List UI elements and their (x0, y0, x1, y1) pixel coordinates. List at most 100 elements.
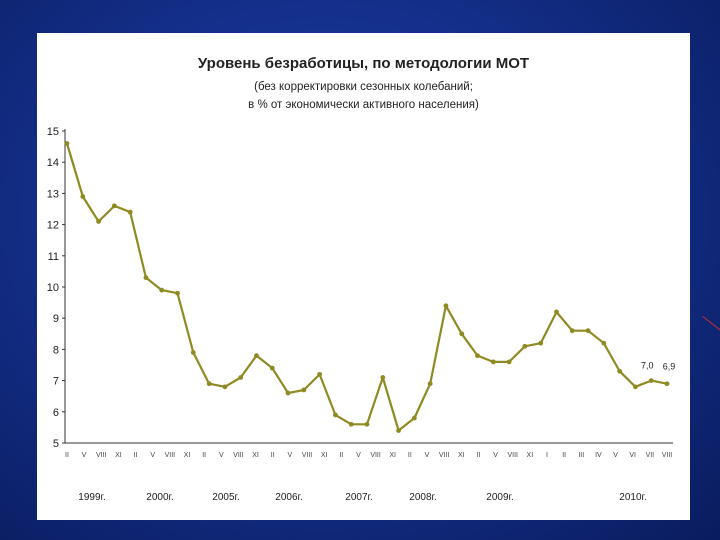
decorative-line (702, 316, 720, 333)
year-label: 2009г. (486, 492, 513, 503)
x-tick-label: VIII (96, 452, 107, 459)
x-tick-label: VIII (439, 452, 450, 459)
x-tick-label: III (578, 452, 584, 459)
data-point (96, 219, 101, 224)
y-tick-label: 8 (53, 344, 59, 356)
data-point (601, 340, 607, 346)
chart-slide: Уровень безработицы, по методологии МОТ … (37, 33, 690, 520)
y-tick-label: 11 (48, 251, 59, 263)
data-point (538, 340, 544, 346)
x-tick-label: VIII (302, 452, 313, 459)
data-point (522, 343, 528, 349)
data-point (175, 290, 180, 296)
y-tick-label: 13 (47, 188, 59, 200)
x-tick-label: II (408, 452, 412, 459)
x-tick-label: XI (184, 452, 191, 459)
year-label: 2010г. (619, 492, 646, 503)
data-point (427, 381, 433, 387)
x-tick-label: II (202, 452, 206, 459)
data-point (206, 381, 212, 387)
x-axis-year-labels: 1999г. 2000г. 2005г. 2006г. 2007г. 2008г. 2009… (78, 492, 646, 503)
data-point (396, 428, 401, 433)
chart-subtitle-line-2: в % от экономически активного населения) (248, 99, 479, 111)
x-tick-label: V (82, 452, 87, 459)
year-label: 2007г. (345, 492, 372, 503)
data-point (254, 353, 259, 359)
series-unemployment (64, 141, 670, 433)
data-point (333, 412, 338, 418)
year-label: 2000г. (146, 492, 173, 503)
x-tick-label: VIII (165, 452, 176, 459)
data-point (475, 353, 480, 359)
x-tick-label: II (134, 452, 138, 459)
data-point (490, 359, 496, 365)
data-point (443, 303, 449, 309)
y-tick-label: 10 (47, 282, 59, 294)
data-point (64, 141, 70, 146)
data-point (633, 384, 638, 390)
data-point (380, 375, 386, 380)
data-point (585, 328, 591, 334)
x-tick-label: XI (321, 452, 328, 459)
x-tick-label: I (546, 452, 548, 459)
data-point (506, 359, 512, 365)
x-tick-label: VIII (662, 452, 673, 459)
x-tick-label: II (562, 452, 566, 459)
x-tick-label: XI (389, 452, 396, 459)
y-tick-label: 15 (47, 126, 59, 138)
chart-title: Уровень безработицы, по методологии МОТ (197, 55, 530, 72)
data-point (285, 390, 291, 396)
data-point (222, 384, 228, 390)
data-point (554, 309, 559, 315)
x-tick-label: VI (629, 452, 636, 459)
data-point (238, 375, 244, 380)
x-tick-label: XI (115, 452, 122, 459)
x-tick-label: XI (252, 452, 259, 459)
data-point (143, 275, 149, 281)
data-point (111, 203, 117, 209)
x-tick-label: II (271, 452, 275, 459)
data-point (617, 368, 623, 374)
y-tick-label: 7 (53, 376, 59, 388)
x-tick-label: VIII (507, 452, 518, 459)
x-tick-label: II (339, 452, 343, 459)
data-labels: 7,0 6,9 (641, 361, 675, 372)
y-tick-label: 14 (47, 157, 59, 169)
chart-axes (64, 129, 673, 444)
data-point (648, 378, 654, 383)
data-point (80, 194, 86, 199)
year-label: 2006г. (275, 492, 302, 503)
data-point (364, 421, 370, 427)
y-axis-ticks: 5 6 7 8 9 10 11 12 13 14 15 (47, 126, 65, 450)
x-tick-label: VIII (370, 452, 381, 459)
x-tick-label: IV (595, 452, 602, 459)
data-point (569, 328, 575, 334)
x-tick-label: V (219, 452, 224, 459)
x-tick-label: II (65, 452, 69, 459)
x-tick-label: VII (646, 452, 655, 459)
data-label: 6,9 (663, 362, 676, 372)
year-label: 2008г. (409, 492, 436, 503)
data-point (317, 371, 323, 377)
y-tick-label: 5 (53, 438, 59, 450)
year-label: 2005г. (212, 492, 239, 503)
x-tick-label: V (425, 452, 430, 459)
x-tick-label: XI (527, 452, 534, 459)
data-point (159, 287, 165, 293)
data-point (664, 381, 670, 387)
x-tick-label: V (493, 452, 498, 459)
year-label: 1999г. (78, 492, 105, 503)
data-point (348, 421, 354, 427)
data-point (269, 365, 275, 371)
x-tick-label: V (613, 452, 618, 459)
data-point (190, 350, 196, 355)
x-tick-label: VIII (233, 452, 244, 459)
x-axis-month-labels: II V VIII XI II V VIII XI II V VIII XI II V VIII XI II V V… (65, 452, 672, 459)
x-tick-label: V (356, 452, 361, 459)
data-label: 7,0 (641, 361, 654, 371)
data-point (301, 387, 307, 393)
chart-subtitle-line-1: (без корректировки сезонных колебаний; (254, 81, 473, 93)
data-point (127, 209, 133, 215)
x-tick-label: XI (458, 452, 465, 459)
